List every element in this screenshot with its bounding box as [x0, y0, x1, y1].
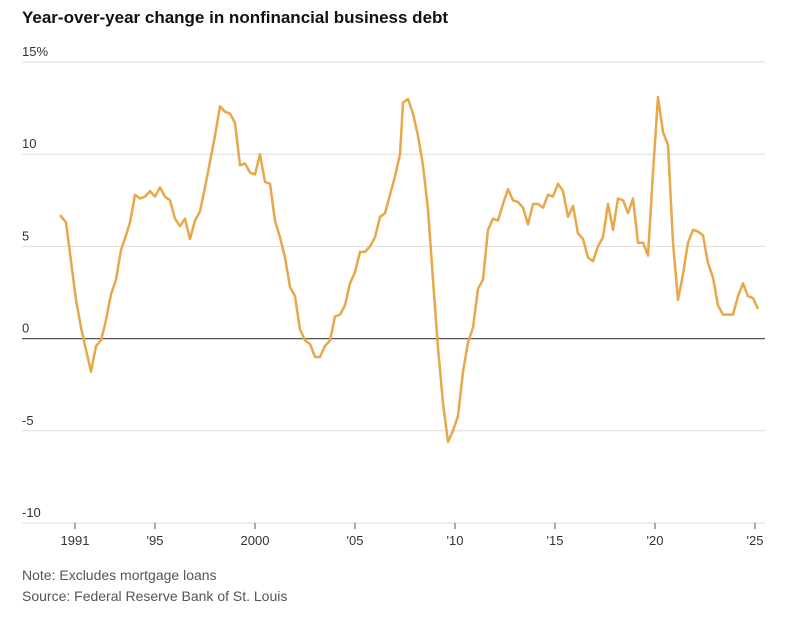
x-tick-label: '10	[447, 533, 464, 548]
x-tick-label: '05	[347, 533, 364, 548]
x-tick-label: '15	[547, 533, 564, 548]
y-tick-label: 5	[22, 228, 29, 243]
y-tick-label: 15%	[22, 44, 48, 59]
y-tick-label: -5	[22, 413, 34, 428]
y-tick-label: -10	[22, 505, 41, 520]
data-line	[59, 95, 760, 444]
y-tick-label: 0	[22, 321, 29, 336]
x-tick-label: '95	[147, 533, 164, 548]
note: Note: Excludes mortgage loans	[22, 567, 217, 583]
x-tick-label: 2000	[241, 533, 270, 548]
x-tick-label: 1991	[61, 533, 90, 548]
x-tick-label: '25	[747, 533, 764, 548]
source: Source: Federal Reserve Bank of St. Loui…	[22, 588, 287, 604]
y-tick-label: 10	[22, 136, 36, 151]
chart-title: Year-over-year change in nonfinancial bu…	[22, 8, 448, 27]
x-tick-label: '20	[647, 533, 664, 548]
